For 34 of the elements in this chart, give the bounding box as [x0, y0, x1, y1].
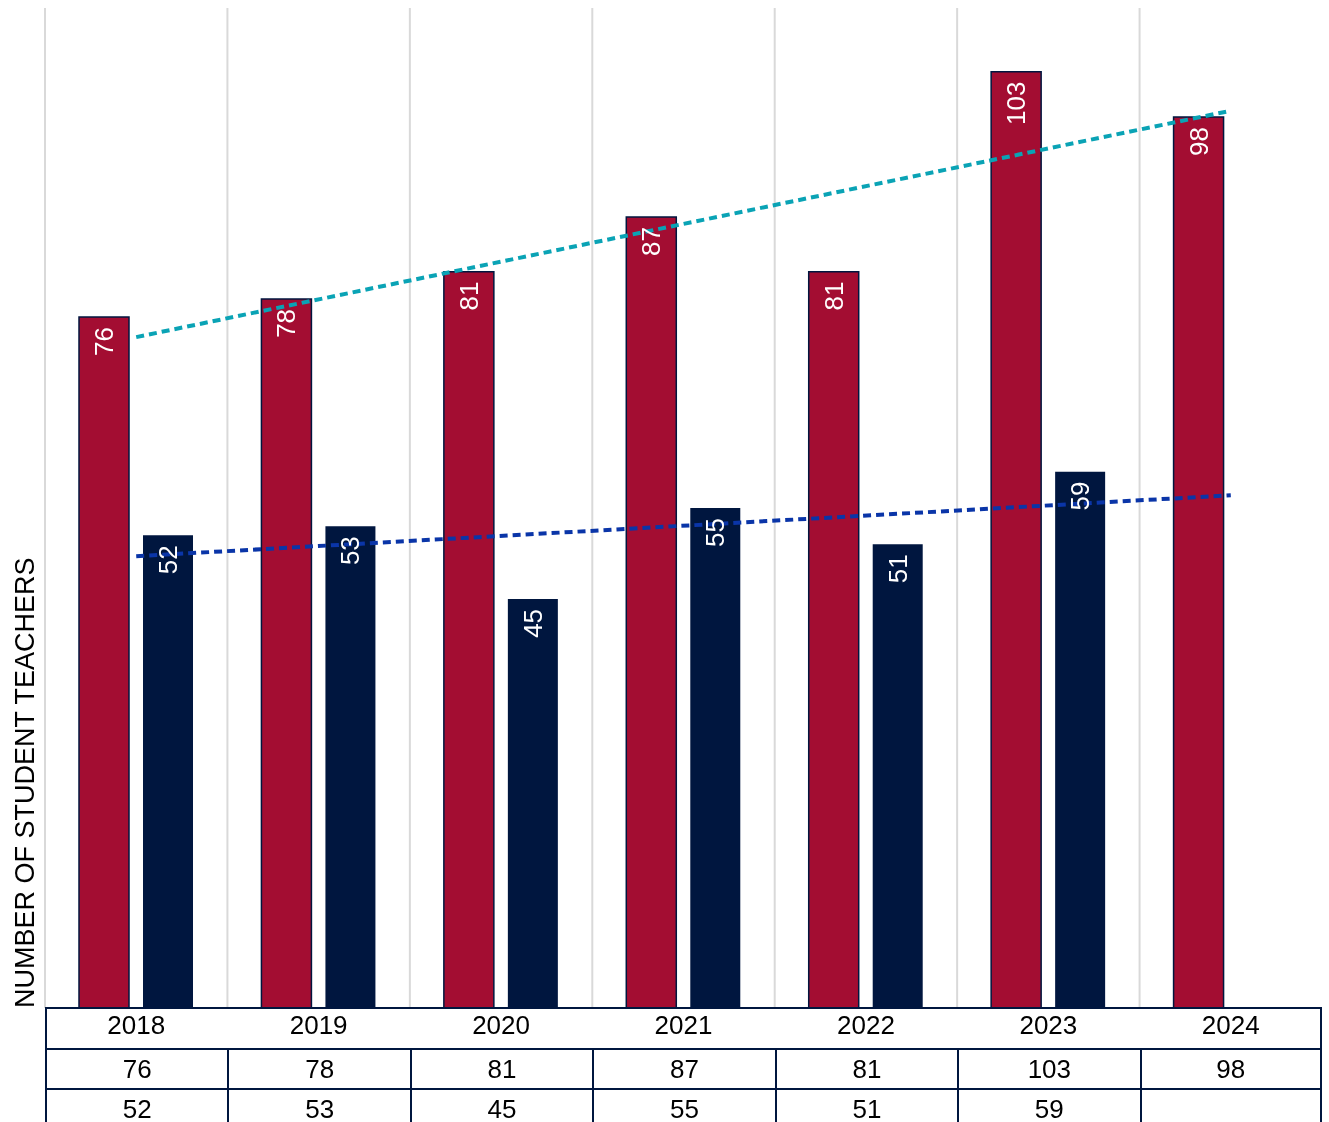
text: 87 [636, 227, 667, 257]
data-label: 55 [592, 1088, 775, 1122]
x-tick-label: 2019 [289, 1010, 348, 1041]
text: 76 [89, 327, 119, 357]
text: 55 [700, 518, 731, 547]
text: 45 [517, 608, 548, 638]
y-axis-title: NUMBER OF STUDENT TEACHERS [10, 557, 40, 1008]
x-tick-label: 2020 [472, 1010, 530, 1041]
data-label: 78 [227, 1048, 410, 1088]
data-label: 76 [45, 1048, 228, 1088]
text: 81 [818, 281, 849, 311]
x-tick-label: 2023 [1019, 1010, 1078, 1041]
text: 103 [1001, 81, 1032, 126]
data-label: 45 [409, 1088, 593, 1122]
text: 81 [453, 281, 484, 311]
data-label: 81 [774, 1048, 958, 1088]
data-label: 81 [409, 1048, 593, 1088]
data-label: 59 [957, 1088, 1140, 1122]
text: 59 [1065, 481, 1096, 511]
text: 78 [271, 308, 302, 338]
text: 51 [882, 554, 913, 584]
text: 52 [153, 545, 183, 575]
data-label: 103 [957, 1048, 1140, 1088]
data-label: 52 [45, 1088, 228, 1122]
data-label: 87 [592, 1048, 775, 1088]
data-label: 51 [774, 1088, 958, 1122]
x-tick-label: 2022 [837, 1010, 895, 1041]
data-label: 53 [227, 1088, 410, 1122]
text: 53 [335, 536, 366, 566]
x-tick-label: 2018 [107, 1010, 166, 1041]
x-tick-label: 2021 [654, 1010, 713, 1041]
x-tick-label: 2024 [1201, 1010, 1260, 1041]
text: 98 [1183, 127, 1214, 157]
data-label: 98 [1139, 1048, 1322, 1088]
